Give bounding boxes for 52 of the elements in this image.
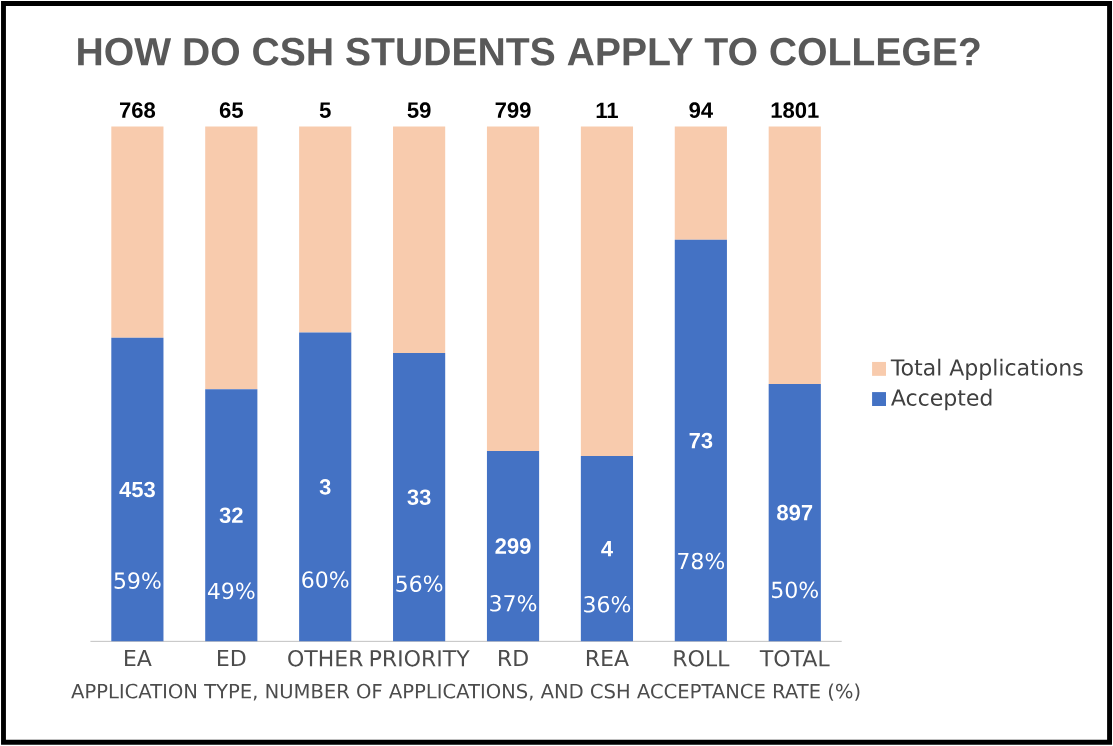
bar xyxy=(205,389,258,642)
x-tick-label: ROLL xyxy=(674,650,730,667)
annotation: 32 xyxy=(219,507,243,524)
data-label: 59% xyxy=(114,572,161,590)
bar xyxy=(580,456,634,642)
x-tick-label: TOTAL xyxy=(759,650,830,667)
data-label: 37% xyxy=(490,595,537,612)
chart-title: HOW DO CSH STUDENTS APPLY TO COLLEGE? xyxy=(78,37,980,66)
legend-label: Accepted xyxy=(891,389,992,411)
x-tick-label: RD xyxy=(499,650,528,667)
x-tick-label: REA xyxy=(586,650,629,667)
bar xyxy=(674,239,727,642)
data-label: 60% xyxy=(302,571,349,589)
annotation: 768 xyxy=(119,102,156,119)
bar xyxy=(768,384,821,642)
x-tick-label: PRIORITY xyxy=(370,650,470,667)
annotation: 4 xyxy=(601,541,613,557)
annotation: 453 xyxy=(119,481,155,498)
bar xyxy=(486,451,540,642)
x-tick-label: OTHER xyxy=(288,650,363,667)
bar xyxy=(111,337,164,642)
legend-label: Total Applications xyxy=(890,358,1083,381)
data-label: 49% xyxy=(207,582,255,600)
bar xyxy=(393,126,446,354)
bar xyxy=(393,353,446,642)
annotation: 73 xyxy=(689,432,713,449)
annotation: 3 xyxy=(319,479,331,495)
annotation: 33 xyxy=(407,489,431,506)
data-label: 50% xyxy=(772,581,819,599)
bar xyxy=(111,126,164,338)
annotation: 1801 xyxy=(771,102,819,119)
annotation: 799 xyxy=(495,102,531,119)
annotation: 11 xyxy=(596,102,618,119)
data-label: 56% xyxy=(396,575,443,593)
x-axis-title: APPLICATION TYPE, NUMBER OF APPLICATIONS, AND CSH ACCEPTANCE RATE (%) xyxy=(71,683,860,701)
annotation: 5 xyxy=(319,102,331,119)
annotation: 65 xyxy=(219,102,243,119)
data-label: 78% xyxy=(678,552,725,570)
x-tick-label: ED xyxy=(218,650,246,667)
bar xyxy=(486,126,540,452)
annotation: 59 xyxy=(407,102,431,119)
bar xyxy=(580,126,634,457)
annotation: 897 xyxy=(777,505,813,521)
annotation: 94 xyxy=(689,102,713,119)
annotation: 299 xyxy=(495,538,531,555)
x-tick-label: EA xyxy=(125,650,152,667)
bar xyxy=(674,126,727,240)
bar xyxy=(205,126,258,390)
data-label: 36% xyxy=(584,596,631,613)
bar xyxy=(299,126,352,333)
bar xyxy=(768,126,821,385)
bar xyxy=(299,332,352,642)
